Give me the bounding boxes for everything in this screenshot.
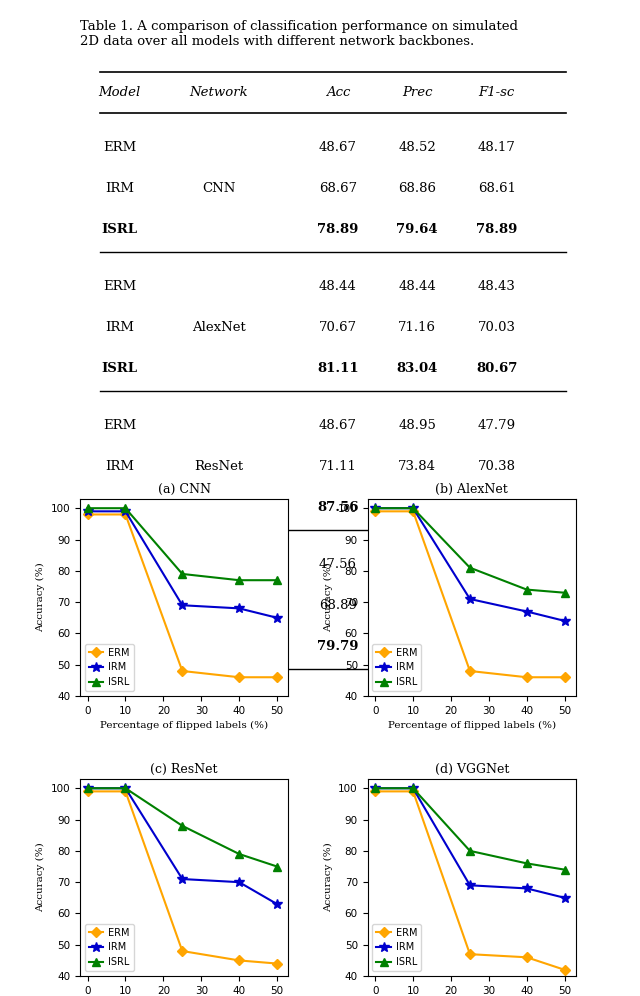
Text: ISRL: ISRL xyxy=(102,639,138,652)
Text: 48.67: 48.67 xyxy=(319,419,357,432)
Text: ERM: ERM xyxy=(103,280,136,293)
Text: Network: Network xyxy=(189,87,248,100)
Title: (a) CNN: (a) CNN xyxy=(157,483,211,496)
Text: 84.59: 84.59 xyxy=(476,501,518,514)
Text: AlexNet: AlexNet xyxy=(192,321,246,334)
Text: 78.89: 78.89 xyxy=(317,223,358,236)
Text: 80.96: 80.96 xyxy=(397,639,438,652)
Text: IRM: IRM xyxy=(105,182,134,195)
Text: 78.89: 78.89 xyxy=(476,223,517,236)
Y-axis label: Accuracy (%): Accuracy (%) xyxy=(36,563,45,632)
Text: 72.83: 72.83 xyxy=(398,599,436,612)
Legend: ERM, IRM, ISRL: ERM, IRM, ISRL xyxy=(85,643,134,691)
Text: 70.67: 70.67 xyxy=(319,321,357,334)
Text: ResNet: ResNet xyxy=(195,460,243,473)
Title: (c) ResNet: (c) ResNet xyxy=(150,763,218,776)
Text: 80.67: 80.67 xyxy=(476,362,517,374)
Text: ISRL: ISRL xyxy=(102,223,138,236)
Text: 48.52: 48.52 xyxy=(399,141,436,154)
Text: 47.35: 47.35 xyxy=(398,558,436,571)
Text: ISRL: ISRL xyxy=(102,501,138,514)
Text: 68.67: 68.67 xyxy=(319,182,357,195)
Text: 48.43: 48.43 xyxy=(477,280,516,293)
Text: 70.38: 70.38 xyxy=(477,460,516,473)
Text: CNN: CNN xyxy=(202,182,236,195)
Text: 48.67: 48.67 xyxy=(319,141,357,154)
Text: F1-sc: F1-sc xyxy=(479,87,515,100)
Text: IRM: IRM xyxy=(105,599,134,612)
Text: 47.27: 47.27 xyxy=(477,558,516,571)
Text: VGGNet: VGGNet xyxy=(191,599,246,612)
Text: 47.56: 47.56 xyxy=(319,558,357,571)
X-axis label: Percentage of flipped labels (%): Percentage of flipped labels (%) xyxy=(100,721,268,730)
Text: 79.64: 79.64 xyxy=(396,223,438,236)
Title: (b) AlexNet: (b) AlexNet xyxy=(435,483,508,496)
Text: 68.61: 68.61 xyxy=(477,182,516,195)
Y-axis label: Accuracy (%): Accuracy (%) xyxy=(36,843,45,912)
Text: IRM: IRM xyxy=(105,321,134,334)
Text: 48.17: 48.17 xyxy=(477,141,516,154)
Text: Model: Model xyxy=(99,87,141,100)
Legend: ERM, IRM, ISRL: ERM, IRM, ISRL xyxy=(85,923,134,971)
Text: 83.04: 83.04 xyxy=(397,362,438,374)
Text: ISRL: ISRL xyxy=(102,362,138,374)
Text: ERM: ERM xyxy=(103,558,136,571)
Text: ERM: ERM xyxy=(103,141,136,154)
Text: 48.44: 48.44 xyxy=(399,280,436,293)
Text: 47.79: 47.79 xyxy=(477,419,516,432)
Text: 87.56: 87.56 xyxy=(317,501,358,514)
Text: 68.89: 68.89 xyxy=(319,599,357,612)
Text: 87.77: 87.77 xyxy=(397,501,438,514)
Legend: ERM, IRM, ISRL: ERM, IRM, ISRL xyxy=(372,643,421,691)
X-axis label: Percentage of flipped labels (%): Percentage of flipped labels (%) xyxy=(388,721,556,730)
Text: 68.56: 68.56 xyxy=(477,599,516,612)
Text: 73.84: 73.84 xyxy=(398,460,436,473)
Title: (d) VGGNet: (d) VGGNet xyxy=(435,763,509,776)
Text: 79.79: 79.79 xyxy=(317,639,358,652)
Text: Acc: Acc xyxy=(326,87,350,100)
Text: 81.11: 81.11 xyxy=(317,362,359,374)
Text: Table 1. A comparison of classification performance on simulated
2D data over al: Table 1. A comparison of classification … xyxy=(80,20,518,48)
Text: 70.03: 70.03 xyxy=(477,321,516,334)
Text: 68.86: 68.86 xyxy=(398,182,436,195)
Text: 79.77: 79.77 xyxy=(476,639,517,652)
Text: 71.16: 71.16 xyxy=(398,321,436,334)
Text: 71.11: 71.11 xyxy=(319,460,357,473)
Y-axis label: Accuracy (%): Accuracy (%) xyxy=(324,843,333,912)
Text: IRM: IRM xyxy=(105,460,134,473)
Text: Prec: Prec xyxy=(402,87,433,100)
Text: ERM: ERM xyxy=(103,419,136,432)
Y-axis label: Accuracy (%): Accuracy (%) xyxy=(324,563,333,632)
Text: 48.44: 48.44 xyxy=(319,280,356,293)
Legend: ERM, IRM, ISRL: ERM, IRM, ISRL xyxy=(372,923,421,971)
Text: 48.95: 48.95 xyxy=(398,419,436,432)
